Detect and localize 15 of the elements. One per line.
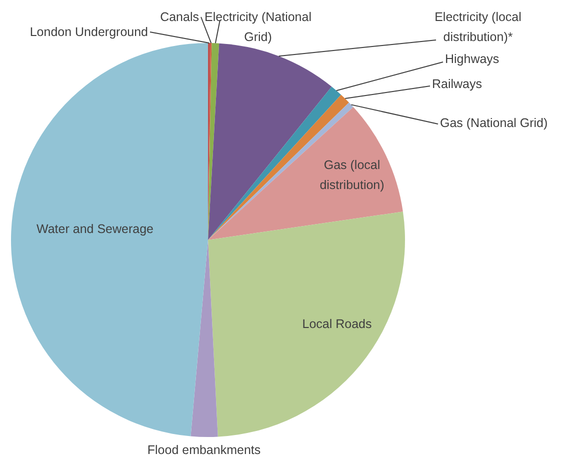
slice-label: Gas (National Grid) xyxy=(440,116,548,130)
slice-label: London Underground xyxy=(30,25,148,39)
slice-label: Highways xyxy=(445,52,500,66)
slice-label: Water and Sewerage xyxy=(36,222,154,236)
pie-slice xyxy=(208,106,403,240)
slice-label: Gas (local distribution) xyxy=(320,158,384,192)
slice-label: Canals xyxy=(160,10,199,24)
slice-label: Railways xyxy=(432,77,482,91)
pie-slice xyxy=(190,240,218,437)
pie-slice xyxy=(208,212,405,437)
pie-slice xyxy=(11,43,208,436)
slice-label: Electricity (local distribution)* xyxy=(434,10,522,44)
slice-label: Electricity (National Grid) xyxy=(204,10,312,44)
slice-label: Flood embankments xyxy=(147,443,261,457)
slice-label: Local Roads xyxy=(302,317,372,331)
